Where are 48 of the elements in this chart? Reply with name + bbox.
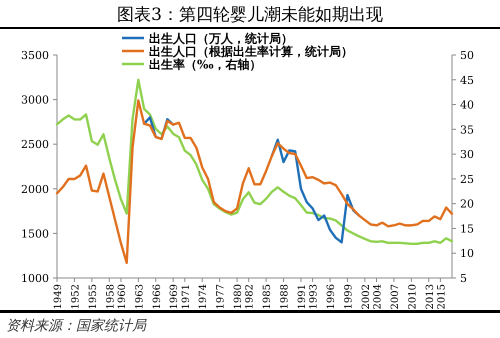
- y-tick-label: 3500: [21, 49, 49, 62]
- x-tick-label: 1969: [169, 284, 180, 310]
- x-tick-label: 1952: [70, 284, 82, 310]
- y2-tick-label: 30: [460, 148, 474, 162]
- x-tick-label: 1960: [116, 284, 128, 310]
- y-tick-label: 2500: [21, 138, 49, 152]
- x-tick-label: 1999: [343, 284, 354, 310]
- y2-tick-label: 5: [460, 272, 467, 285]
- x-tick-label: 1993: [308, 284, 320, 310]
- x-tick-label: 1985: [262, 284, 274, 310]
- x-tick-label: 1980: [233, 284, 244, 310]
- x-tick-label: 1977: [216, 284, 227, 310]
- line-series: [56, 78, 454, 246]
- x-tick-label: 2013: [424, 284, 436, 310]
- y2-tick-label: 10: [460, 247, 474, 260]
- y-tick-label: 1000: [21, 272, 49, 285]
- line-series: [56, 99, 454, 264]
- legend-label: 出生人口（根据出生率计算，统计局）: [149, 44, 353, 58]
- y2-tick-label: 35: [460, 123, 474, 136]
- text: 资料来源：国家统计局: [6, 318, 147, 334]
- y2-tick-label: 40: [460, 98, 474, 112]
- x-tick-label: 1971: [180, 284, 192, 310]
- x-tick-label: 2004: [372, 284, 384, 310]
- x-tick-label: 1949: [53, 284, 64, 310]
- x-tick-label: 1988: [280, 284, 291, 310]
- x-tick-label: 2007: [390, 284, 401, 310]
- x-tick-label: 1955: [88, 284, 99, 310]
- y2-tick-label: 45: [460, 74, 474, 87]
- y2-tick-label: 25: [460, 172, 474, 186]
- x-tick-label: 1966: [152, 284, 163, 310]
- legend-label: 出生人口（万人，统计局）: [149, 32, 293, 46]
- x-tick-label: 1974: [198, 284, 210, 310]
- y-tick-label: 1500: [21, 227, 49, 240]
- x-tick-label: 1991: [296, 284, 308, 310]
- legend-label: 出生率（‰，右轴）: [149, 58, 262, 72]
- x-tick-label: 1996: [326, 284, 338, 310]
- x-tick-label: 2015: [436, 284, 448, 310]
- x-tick-label: 1982: [244, 284, 256, 310]
- x-tick-label: 2010: [407, 284, 418, 310]
- x-tick-label: 2002: [360, 284, 372, 310]
- y2-tick-label: 50: [460, 49, 474, 62]
- y2-tick-label: 20: [460, 198, 474, 211]
- y-tick-label: 3000: [21, 94, 49, 107]
- y-tick-label: 2000: [21, 182, 49, 196]
- x-tick-label: 1963: [134, 284, 146, 310]
- chart-title: 图表3：第四轮婴儿潮未能如期出现: [117, 5, 383, 25]
- y2-tick-label: 15: [460, 222, 474, 236]
- x-tick-label: 1958: [105, 284, 116, 310]
